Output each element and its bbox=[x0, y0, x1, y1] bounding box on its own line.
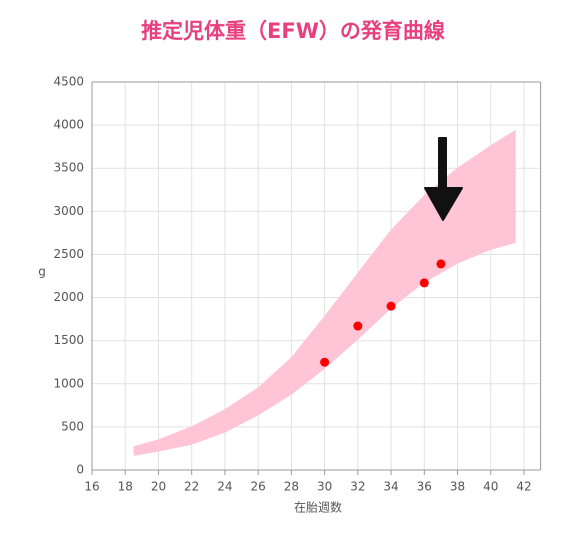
x-tick-label: 22 bbox=[184, 480, 199, 494]
x-tick-label: 28 bbox=[284, 480, 299, 494]
data-point bbox=[436, 259, 446, 269]
y-tick-label: 2500 bbox=[53, 247, 84, 261]
x-tick-label: 26 bbox=[251, 480, 266, 494]
y-tick-label: 0 bbox=[76, 463, 84, 477]
data-point bbox=[419, 278, 429, 288]
y-tick-label: 4500 bbox=[53, 75, 84, 89]
y-tick-label: 1000 bbox=[53, 376, 84, 390]
y-tick-label: 500 bbox=[61, 419, 84, 433]
x-tick-label: 34 bbox=[383, 480, 398, 494]
y-tick-label: 2000 bbox=[53, 290, 84, 304]
x-tick-label: 42 bbox=[516, 480, 531, 494]
x-tick-label: 38 bbox=[450, 480, 465, 494]
y-axis-label: g bbox=[38, 265, 46, 279]
y-tick-label: 3000 bbox=[53, 204, 84, 218]
plot: 0 500 1000 1500 2000 2500 3000 3500 4000 4500 16 18… bbox=[53, 75, 542, 494]
data-point bbox=[386, 301, 396, 311]
x-tick-label: 30 bbox=[317, 480, 332, 494]
y-tick-label: 3500 bbox=[53, 161, 84, 175]
band-upper bbox=[133, 129, 516, 448]
y-tick-label: 4000 bbox=[53, 118, 84, 132]
band-lower bbox=[133, 241, 516, 456]
chart-title: 推定児体重（EFW）の発育曲線 bbox=[141, 19, 445, 43]
x-tick-label: 24 bbox=[217, 480, 232, 494]
x-tick-label: 18 bbox=[118, 480, 133, 494]
x-tick-label: 36 bbox=[417, 480, 432, 494]
x-tick-label: 16 bbox=[84, 480, 99, 494]
band-fill bbox=[133, 130, 516, 456]
arrow-annotation bbox=[424, 137, 463, 221]
x-tick-label: 40 bbox=[483, 480, 498, 494]
data-point bbox=[320, 357, 330, 367]
x-tick-label: 20 bbox=[151, 480, 166, 494]
x-axis-label: 在胎週数 bbox=[294, 500, 342, 515]
data-point bbox=[353, 321, 363, 331]
x-tick-label: 32 bbox=[350, 480, 365, 494]
y-tick-label: 1500 bbox=[53, 333, 84, 347]
